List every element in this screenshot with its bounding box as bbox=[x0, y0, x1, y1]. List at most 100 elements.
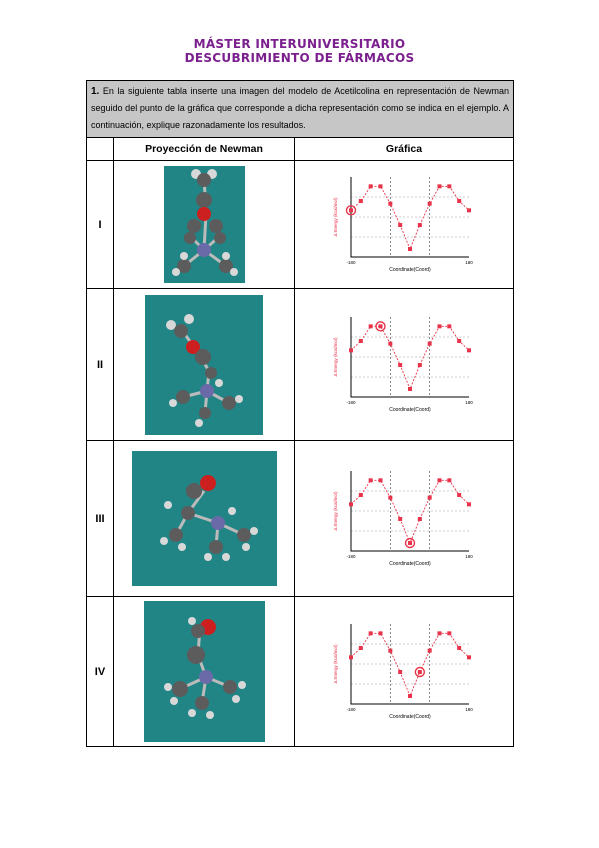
data-point bbox=[427, 201, 432, 206]
x-tick-label: -180 bbox=[346, 707, 356, 712]
data-point bbox=[437, 183, 442, 188]
data-point bbox=[447, 630, 452, 635]
molecule-image bbox=[145, 294, 263, 435]
data-point bbox=[447, 323, 452, 328]
graph-cell: Δ Energy (kcal/mol) -180 180 Coordinate(Coo… bbox=[294, 160, 514, 289]
data-point bbox=[358, 492, 363, 497]
instruction-box: 1. En la siguiente tabla inserte una ima… bbox=[86, 80, 514, 138]
data-point bbox=[388, 201, 393, 206]
data-point bbox=[398, 222, 403, 227]
exercise-table: 1. En la siguiente tabla inserte una ima… bbox=[86, 80, 514, 747]
data-point bbox=[437, 630, 442, 635]
x-tick-label: -180 bbox=[346, 554, 356, 559]
instruction-text: En la siguiente tabla inserte una imagen… bbox=[91, 86, 509, 130]
graph-cell: Δ Energy (kcal/mol) -180 180 Coordinate(Coo… bbox=[294, 288, 514, 441]
y-axis-label: Δ Energy (kcal/mol) bbox=[333, 336, 338, 376]
x-tick-label: 180 bbox=[465, 400, 473, 405]
graph-cell: Δ Energy (kcal/mol) -180 180 Coordinate(Coo… bbox=[294, 440, 514, 597]
header-line-1: MÁSTER INTERUNIVERSITARIO bbox=[193, 37, 406, 51]
chart-axes bbox=[350, 623, 469, 704]
data-point bbox=[408, 246, 412, 251]
data-point bbox=[349, 347, 353, 352]
row-label: II bbox=[86, 288, 114, 441]
document-header: MÁSTER INTERUNIVERSITARIO DESCUBRIMIENTO… bbox=[0, 37, 599, 65]
data-point bbox=[378, 183, 383, 188]
series-line bbox=[350, 479, 470, 544]
y-axis-label: Δ Energy (kcal/mol) bbox=[333, 490, 338, 530]
instruction-number: 1. bbox=[91, 86, 100, 97]
y-axis-label: Δ Energy (kcal/mol) bbox=[333, 196, 338, 236]
chart-svg: Δ Energy (kcal/mol) -180 180 Coordinate(Coo… bbox=[333, 316, 473, 413]
data-point bbox=[447, 183, 452, 188]
data-point bbox=[368, 630, 373, 635]
data-point bbox=[437, 477, 442, 482]
column-header-projection: Proyección de Newman bbox=[113, 137, 295, 161]
chart-svg: Δ Energy (kcal/mol) -180 180 Coordinate(Coo… bbox=[333, 176, 473, 273]
series-line bbox=[350, 185, 470, 250]
data-point bbox=[398, 516, 403, 521]
data-point bbox=[378, 323, 383, 328]
header-line-2: DESCUBRIMIENTO DE FÁRMACOS bbox=[184, 51, 415, 65]
data-point bbox=[417, 669, 422, 674]
series-line bbox=[350, 632, 470, 697]
x-tick-label: 180 bbox=[465, 707, 473, 712]
x-axis-label: Coordinate(Coord) bbox=[389, 561, 431, 567]
newman-projection-cell bbox=[113, 596, 295, 747]
data-point bbox=[457, 492, 462, 497]
data-point bbox=[358, 198, 363, 203]
highlight-marker bbox=[375, 320, 386, 332]
chart-svg: Δ Energy (kcal/mol) -180 180 Coordinate(Coo… bbox=[333, 623, 473, 720]
data-point bbox=[417, 222, 422, 227]
table-row: IV bbox=[86, 596, 514, 747]
data-point bbox=[358, 338, 363, 343]
data-point bbox=[467, 501, 471, 506]
x-tick-label: 180 bbox=[465, 260, 473, 265]
data-point bbox=[368, 477, 373, 482]
row-label: I bbox=[86, 160, 114, 289]
x-axis-label: Coordinate(Coord) bbox=[389, 267, 431, 273]
data-point bbox=[417, 516, 422, 521]
empty-corner-cell bbox=[86, 137, 114, 161]
data-point bbox=[457, 198, 462, 203]
row-label: IV bbox=[86, 596, 114, 747]
energy-graph: Δ Energy (kcal/mol) -180 180 Coordinate(Coo… bbox=[329, 612, 479, 727]
data-point bbox=[398, 669, 403, 674]
chart-axes bbox=[350, 176, 469, 257]
data-point bbox=[457, 338, 462, 343]
molecule-image bbox=[143, 601, 265, 742]
data-point bbox=[408, 693, 412, 698]
data-point bbox=[427, 648, 432, 653]
table-row: III bbox=[86, 440, 514, 597]
data-point bbox=[388, 495, 393, 500]
energy-graph: Δ Energy (kcal/mol) -180 180 Coordinate(Coo… bbox=[329, 459, 479, 574]
data-point bbox=[388, 341, 393, 346]
chart-svg: Δ Energy (kcal/mol) -180 180 Coordinate(Coo… bbox=[333, 470, 473, 567]
table-row: II bbox=[86, 288, 514, 441]
data-point bbox=[408, 386, 412, 391]
graph-cell: Δ Energy (kcal/mol) -180 180 Coordinate(Coo… bbox=[294, 596, 514, 747]
chart-axes bbox=[350, 316, 469, 397]
newman-projection-cell bbox=[113, 160, 295, 289]
x-tick-label: -180 bbox=[346, 260, 356, 265]
data-point bbox=[467, 347, 471, 352]
data-point bbox=[417, 362, 422, 367]
molecule-image bbox=[131, 451, 277, 586]
table-row: I bbox=[86, 160, 514, 289]
series-line bbox=[350, 325, 470, 390]
data-point bbox=[378, 630, 383, 635]
data-point bbox=[349, 654, 353, 659]
molecule-image bbox=[163, 166, 245, 283]
energy-graph: Δ Energy (kcal/mol) -180 180 Coordinate(Coo… bbox=[329, 305, 479, 420]
data-point bbox=[467, 654, 471, 659]
data-point bbox=[447, 477, 452, 482]
data-point bbox=[368, 183, 373, 188]
data-point bbox=[349, 207, 353, 212]
y-axis-label: Δ Energy (kcal/mol) bbox=[333, 643, 338, 683]
data-point bbox=[457, 645, 462, 650]
data-point bbox=[437, 323, 442, 328]
highlight-marker bbox=[414, 666, 426, 677]
highlight-marker bbox=[345, 204, 357, 216]
data-point bbox=[358, 645, 363, 650]
highlight-marker bbox=[404, 537, 416, 548]
data-point bbox=[368, 323, 373, 328]
